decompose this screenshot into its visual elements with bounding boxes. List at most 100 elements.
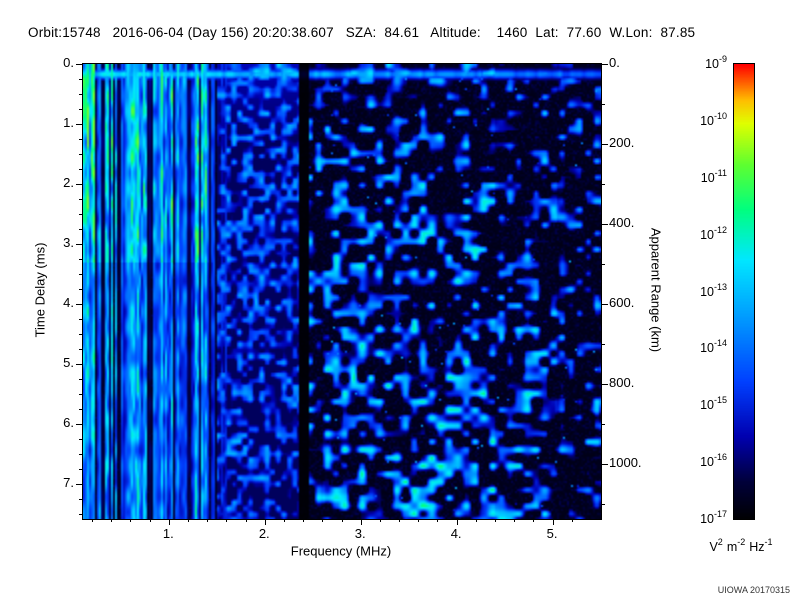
- axis-tick: [552, 519, 554, 525]
- colorbar-units-label: V2 m-2 Hz-1: [709, 537, 773, 555]
- axis-tick: [79, 93, 82, 95]
- spectrogram-canvas: [83, 64, 601, 519]
- axis-tick: [149, 519, 151, 522]
- x-axis-title: Frequency (MHz): [290, 543, 392, 559]
- y-left-tick-label: 5.: [63, 355, 74, 371]
- axis-tick: [79, 378, 82, 380]
- axis-tick: [79, 168, 82, 170]
- colorbar-tick-label: 10-10: [700, 110, 727, 129]
- axis-tick: [76, 64, 82, 65]
- axis-tick: [111, 519, 113, 522]
- axis-tick: [79, 273, 82, 275]
- axis-tick: [602, 383, 608, 385]
- axis-tick: [602, 503, 605, 505]
- x-tick-label: 5.: [546, 526, 558, 541]
- axis-tick: [79, 453, 82, 455]
- axis-tick: [79, 138, 82, 140]
- colorbar-tick-label: 10-16: [700, 452, 727, 470]
- axis-tick: [602, 343, 605, 345]
- axis-tick: [303, 519, 305, 522]
- y-right-tick-label: 600.: [609, 295, 635, 311]
- x-tick-label: 2.: [258, 526, 270, 541]
- axis-tick: [79, 318, 82, 320]
- y-left-tick-label: 2.: [63, 175, 74, 191]
- y-left-tick-label: 3.: [63, 235, 74, 251]
- y-left-tick-label: 0.: [63, 55, 74, 70]
- axis-tick: [602, 463, 608, 465]
- y-right-tick-label: 200.: [609, 135, 635, 151]
- axis-tick: [283, 519, 285, 522]
- y-axis-title-right: Apparent Range (km): [648, 227, 664, 353]
- axes-ticks-layer: [76, 64, 608, 525]
- axis-tick: [79, 108, 82, 110]
- x-tick-label: 4.: [450, 526, 462, 541]
- colorbar-tick-label: 10-12: [700, 224, 727, 242]
- axis-tick: [92, 519, 94, 522]
- axis-tick: [79, 288, 82, 290]
- x-tick-label: 1.: [162, 526, 174, 541]
- axis-tick: [360, 519, 362, 525]
- axis-tick: [76, 243, 82, 245]
- axis-tick: [226, 519, 228, 522]
- axis-tick: [602, 423, 605, 425]
- y-left-tick-label: 1.: [63, 115, 74, 131]
- spectrogram-plot-area: [76, 63, 608, 525]
- colorbar-tick-label: 10-14: [700, 338, 727, 356]
- colorbar-gradient: [734, 64, 754, 519]
- axis-tick: [76, 423, 82, 425]
- y-right-tick-label: 400.: [609, 215, 635, 231]
- axis-tick: [571, 519, 573, 522]
- axis-tick: [602, 64, 608, 65]
- colorbar: [733, 63, 755, 520]
- axis-tick: [602, 103, 605, 105]
- axis-tick: [76, 123, 82, 125]
- axis-tick: [322, 519, 324, 522]
- header-info: Orbit:15748 2016-06-04 (Day 156) 20:20:3…: [28, 25, 696, 40]
- axis-tick: [602, 143, 608, 145]
- y-left-tick-label: 6.: [63, 415, 74, 431]
- axis-tick: [79, 333, 82, 335]
- watermark: UIOWA 20170315: [717, 585, 790, 595]
- axis-tick: [602, 183, 605, 185]
- axis-tick: [514, 519, 516, 522]
- y-right-tick-label: 0.: [609, 55, 620, 70]
- axis-tick: [79, 78, 82, 80]
- axis-tick: [79, 213, 82, 215]
- axis-tick: [168, 519, 170, 525]
- axis-tick: [79, 498, 82, 500]
- axis-tick: [79, 228, 82, 230]
- y-left-tick-label: 4.: [63, 295, 74, 311]
- colorbar-tick-label: 10-11: [700, 167, 727, 185]
- axis-tick: [76, 363, 82, 365]
- x-tick-label: 3.: [354, 526, 366, 541]
- axis-tick: [475, 519, 477, 522]
- axis-tick: [494, 519, 496, 522]
- axis-tick: [79, 408, 82, 410]
- axis-tick: [264, 519, 266, 525]
- colorbar-tick-label: 10-17: [700, 509, 727, 527]
- axis-tick: [79, 393, 82, 395]
- colorbar-tick-label: 10-9: [705, 54, 727, 72]
- axis-tick: [341, 519, 343, 522]
- axis-tick: [602, 223, 608, 225]
- axis-tick: [76, 483, 82, 485]
- axis-tick: [76, 303, 82, 305]
- axis-tick: [437, 519, 439, 522]
- axis-tick: [602, 303, 608, 305]
- y-right-tick-label: 1000.: [609, 455, 642, 471]
- axis-tick: [379, 519, 381, 522]
- y-right-tick-label: 800.: [609, 375, 635, 391]
- colorbar-tick-label: 10-15: [700, 395, 727, 413]
- axis-tick: [79, 513, 82, 515]
- colorbar-tick-label: 10-13: [700, 281, 727, 299]
- axis-tick: [79, 348, 82, 350]
- axis-tick: [533, 519, 535, 522]
- axis-tick: [76, 183, 82, 185]
- y-axis-title-left: Time Delay (ms): [32, 242, 48, 338]
- axis-tick: [399, 519, 401, 522]
- axis-tick: [79, 153, 82, 155]
- axis-tick: [418, 519, 420, 522]
- axis-tick: [79, 198, 82, 200]
- y-left-tick-label: 7.: [63, 475, 74, 491]
